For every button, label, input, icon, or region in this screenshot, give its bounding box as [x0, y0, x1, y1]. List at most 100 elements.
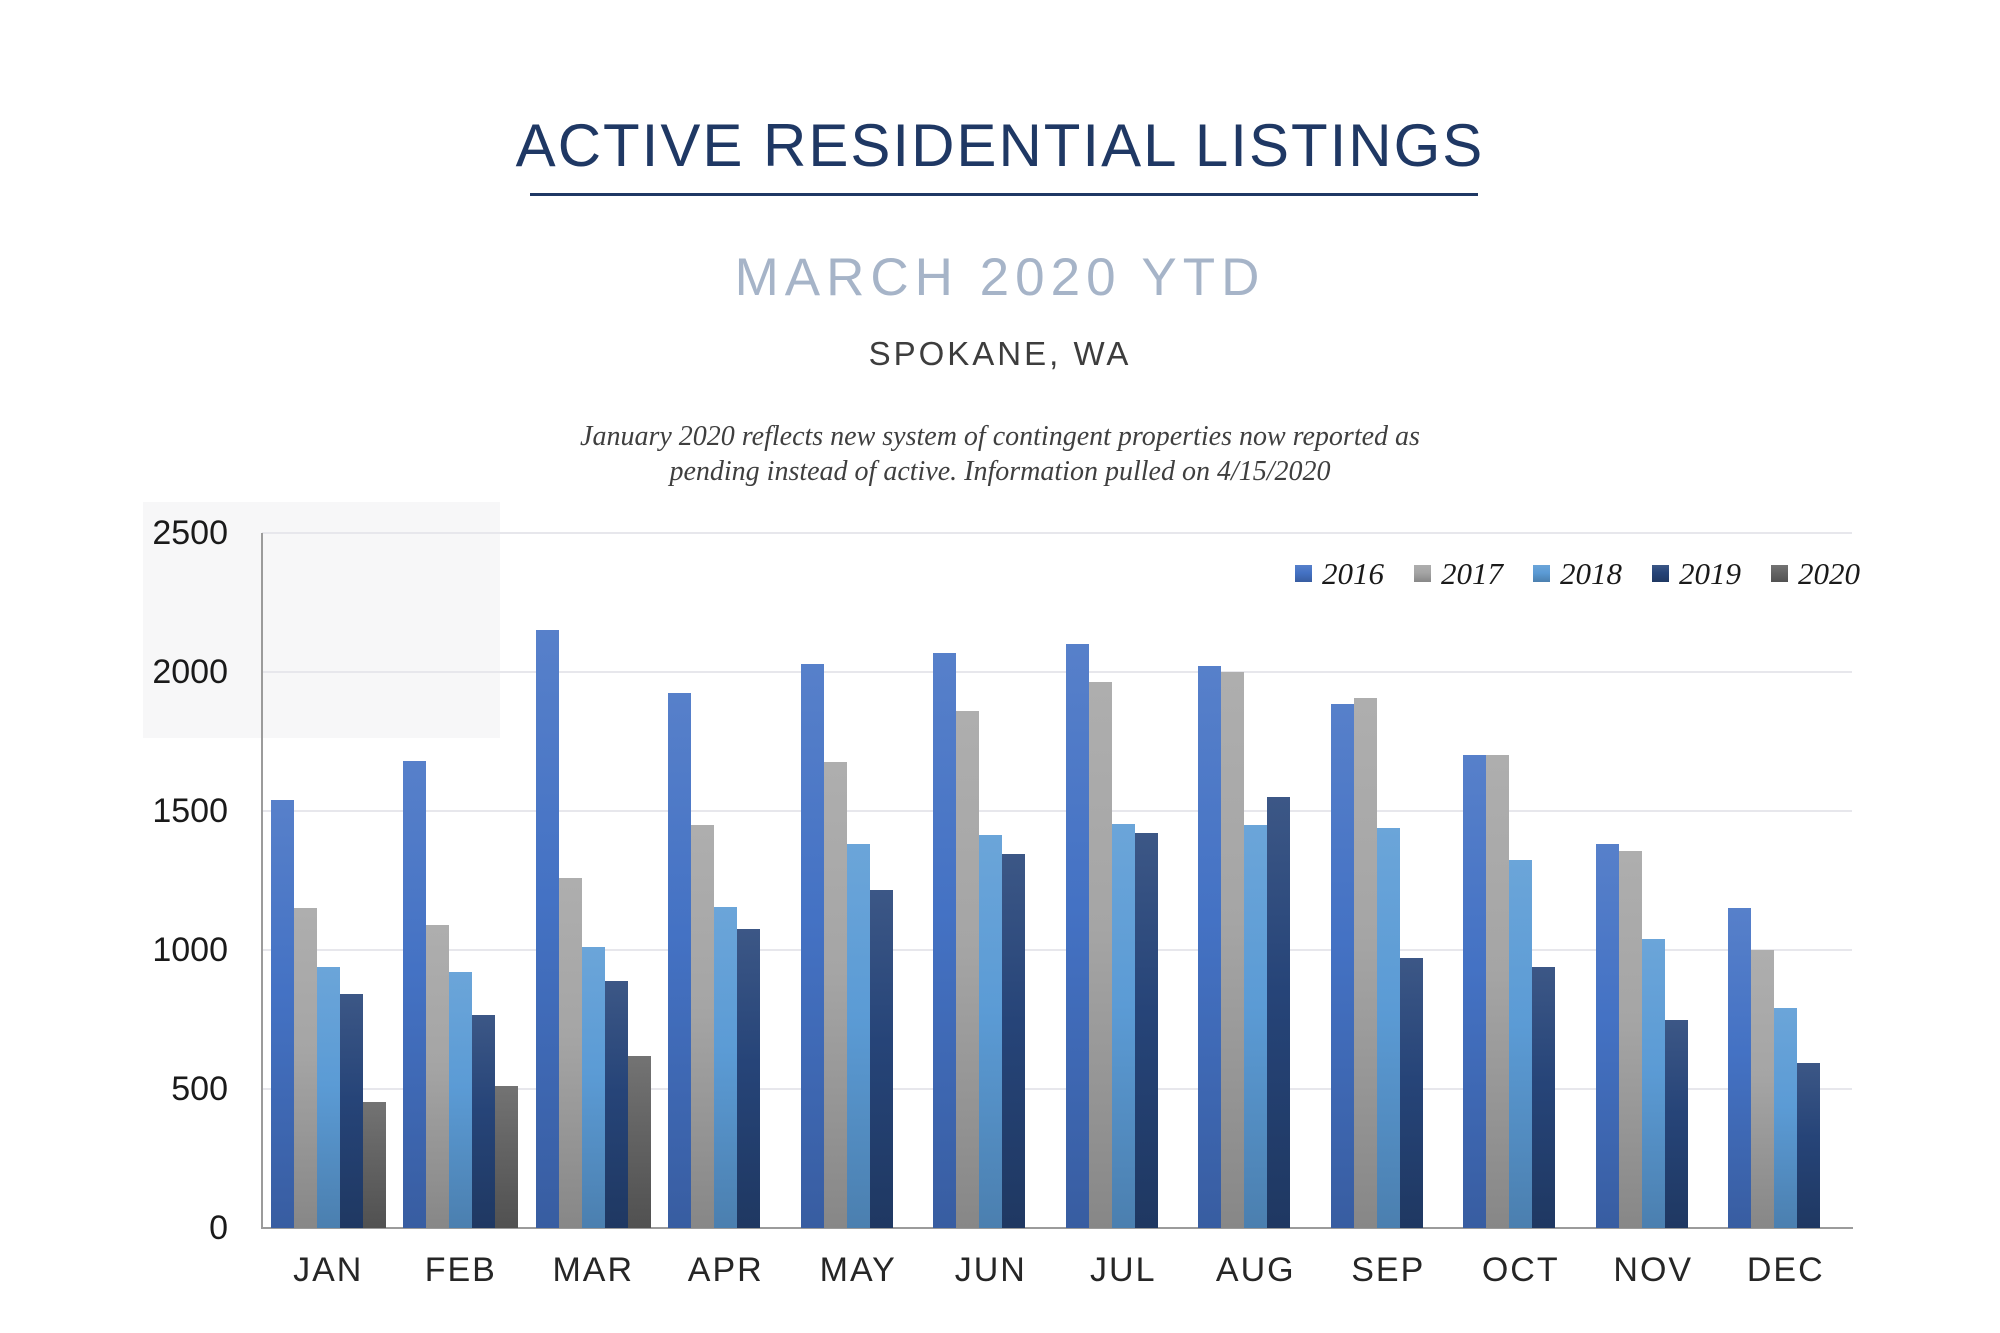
bar-2017-apr[interactable]	[691, 824, 715, 1228]
bar-group-dec	[1720, 533, 1853, 1228]
legend-item-2019[interactable]: 2019	[1652, 558, 1741, 589]
bar-2019-jul[interactable]	[1134, 833, 1158, 1228]
x-tick-label-jun: JUN	[954, 1251, 1027, 1289]
bar-2018-feb[interactable]	[449, 972, 473, 1228]
bar-2017-jul[interactable]	[1088, 681, 1112, 1228]
bar-group-jul	[1057, 533, 1190, 1228]
bar-2016-aug[interactable]	[1198, 666, 1222, 1228]
background-shade-artifact	[143, 502, 500, 738]
bar-group-apr	[660, 533, 793, 1228]
bar-2018-jul[interactable]	[1111, 823, 1135, 1228]
bar-2016-oct[interactable]	[1463, 755, 1487, 1228]
bar-2017-jun[interactable]	[956, 710, 980, 1228]
legend-label-2019: 2019	[1679, 556, 1741, 591]
bar-2017-aug[interactable]	[1221, 672, 1245, 1228]
bar-2017-dec[interactable]	[1751, 950, 1775, 1228]
bar-2016-jun[interactable]	[933, 652, 957, 1228]
bar-2016-feb[interactable]	[403, 760, 427, 1228]
bar-2018-sep[interactable]	[1376, 827, 1400, 1228]
legend-swatch-2020	[1771, 565, 1788, 582]
bar-2019-dec[interactable]	[1797, 1062, 1821, 1228]
bar-2017-jan[interactable]	[293, 908, 317, 1228]
y-tick-label-1500: 1500	[152, 792, 228, 830]
bar-2020-mar[interactable]	[627, 1055, 651, 1228]
bar-2020-feb[interactable]	[495, 1086, 519, 1228]
legend-label-2020: 2020	[1798, 556, 1860, 591]
legend-label-2018: 2018	[1560, 556, 1622, 591]
legend-swatch-2018	[1533, 565, 1550, 582]
bar-2016-nov[interactable]	[1595, 844, 1619, 1228]
bar-group-sep	[1322, 533, 1455, 1228]
bar-2019-sep[interactable]	[1399, 958, 1423, 1228]
bar-2019-oct[interactable]	[1532, 966, 1556, 1228]
bar-2019-may[interactable]	[869, 890, 893, 1228]
bar-2019-aug[interactable]	[1267, 797, 1291, 1228]
bar-2018-dec[interactable]	[1774, 1008, 1798, 1228]
bar-2016-may[interactable]	[800, 663, 824, 1228]
bar-2018-mar[interactable]	[581, 947, 605, 1228]
bar-2017-sep[interactable]	[1353, 698, 1377, 1228]
legend-label-2017: 2017	[1441, 556, 1503, 591]
bar-group-may	[792, 533, 925, 1228]
gridline-2000	[262, 671, 1852, 673]
y-tick-label-2000: 2000	[152, 653, 228, 691]
page-subtitle: MARCH 2020 YTD	[734, 248, 1266, 307]
bar-2018-nov[interactable]	[1641, 938, 1665, 1228]
legend-item-2016[interactable]: 2016	[1295, 558, 1384, 589]
legend-item-2018[interactable]: 2018	[1533, 558, 1622, 589]
bar-group-jun	[925, 533, 1058, 1228]
bar-2018-jan[interactable]	[316, 966, 340, 1228]
bar-2016-apr[interactable]	[668, 692, 692, 1228]
bar-2017-may[interactable]	[823, 762, 847, 1228]
bar-2020-jan[interactable]	[362, 1101, 386, 1228]
legend-swatch-2016	[1295, 565, 1312, 582]
gridline-500	[262, 1088, 1852, 1090]
bar-2016-mar[interactable]	[535, 630, 559, 1228]
bar-2017-mar[interactable]	[558, 877, 582, 1228]
bar-group-jan	[262, 533, 395, 1228]
chart-legend: 2016 2017 2018 2019 2020	[1295, 558, 1860, 589]
bar-2019-nov[interactable]	[1664, 1019, 1688, 1228]
bar-2019-feb[interactable]	[472, 1015, 496, 1228]
x-tick-label-oct: OCT	[1481, 1251, 1560, 1289]
x-tick-label-apr: APR	[687, 1251, 764, 1289]
bar-group-aug	[1190, 533, 1323, 1228]
legend-item-2017[interactable]: 2017	[1414, 558, 1503, 589]
bar-2018-may[interactable]	[846, 844, 870, 1228]
bar-2016-jul[interactable]	[1065, 644, 1089, 1228]
x-tick-label-may: MAY	[819, 1251, 897, 1289]
x-tick-label-feb: FEB	[424, 1251, 497, 1289]
bar-2019-mar[interactable]	[604, 980, 628, 1228]
y-tick-label-0: 0	[209, 1209, 228, 1247]
bar-2018-oct[interactable]	[1509, 859, 1533, 1228]
y-axis-line	[261, 533, 263, 1228]
bar-2017-oct[interactable]	[1486, 755, 1510, 1228]
bar-2019-apr[interactable]	[737, 929, 761, 1228]
legend-item-2020[interactable]: 2020	[1771, 558, 1860, 589]
bar-2016-jan[interactable]	[270, 799, 294, 1228]
bar-2016-dec[interactable]	[1728, 908, 1752, 1228]
bar-2019-jan[interactable]	[339, 994, 363, 1228]
bar-2016-sep[interactable]	[1330, 703, 1354, 1228]
x-axis-line	[261, 1227, 1853, 1229]
x-tick-label-mar: MAR	[552, 1251, 635, 1289]
gridline-1500	[262, 810, 1852, 812]
y-tick-label-1000: 1000	[152, 931, 228, 969]
bar-2018-apr[interactable]	[714, 906, 738, 1228]
bar-2018-jun[interactable]	[979, 834, 1003, 1228]
bar-2018-aug[interactable]	[1244, 824, 1268, 1228]
y-tick-label-2500: 2500	[152, 514, 228, 552]
bar-group-oct	[1455, 533, 1588, 1228]
legend-label-2016: 2016	[1322, 556, 1384, 591]
bar-2017-nov[interactable]	[1618, 851, 1642, 1228]
bar-group-mar	[527, 533, 660, 1228]
x-tick-label-jan: JAN	[293, 1251, 364, 1289]
x-tick-label-dec: DEC	[1746, 1251, 1825, 1289]
x-tick-label-aug: AUG	[1215, 1251, 1296, 1289]
chart-note-line-1: January 2020 reflects new system of cont…	[580, 421, 1420, 452]
bar-group-feb	[395, 533, 528, 1228]
bar-2017-feb[interactable]	[426, 924, 450, 1228]
bar-2019-jun[interactable]	[1002, 854, 1026, 1228]
